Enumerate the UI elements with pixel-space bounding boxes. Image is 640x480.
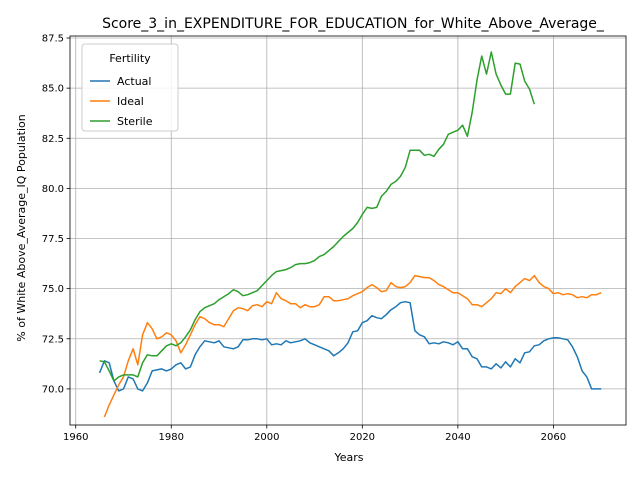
y-tick-label: 80.0 <box>42 184 64 195</box>
series-line-actual <box>98 300 602 392</box>
series-line-ideal <box>103 274 602 418</box>
plot-area-frame <box>69 35 627 426</box>
x-tick-label: 2000 <box>254 432 279 443</box>
legend-label-sterile: Sterile <box>117 115 153 128</box>
x-tick-label: 1960 <box>63 432 88 443</box>
legend-box <box>81 43 179 132</box>
y-tick-label: 72.5 <box>42 334 64 345</box>
y-tick-label: 85.0 <box>42 84 64 95</box>
chart-title: Score_3_in_EXPENDITURE_FOR_EDUCATION_for… <box>102 16 605 32</box>
x-axis-label: Years <box>333 451 363 464</box>
x-tick-label: 2060 <box>541 432 566 443</box>
x-tick-label: 2040 <box>445 432 470 443</box>
y-tick-label: 77.5 <box>42 234 64 245</box>
y-tick-label: 75.0 <box>42 284 64 295</box>
series-line-sterile <box>99 51 536 382</box>
y-tick-label: 82.5 <box>42 134 64 145</box>
gridlines <box>70 36 626 425</box>
y-tick-label: 87.5 <box>42 34 64 45</box>
axis-ticks: 1960 1980 2000 2020 2040 2060 70.0 72.5 75.0 77.5… <box>42 34 566 443</box>
legend-title: Fertility <box>109 52 151 65</box>
y-axis-label: % of White Above_Average_IQ Population <box>15 114 28 341</box>
legend: Fertility Actual Ideal Sterile <box>81 43 179 132</box>
x-tick-label: 2020 <box>350 432 375 443</box>
series-lines <box>98 51 602 418</box>
x-tick-label: 1980 <box>159 432 184 443</box>
legend-entries: Actual Ideal Sterile <box>90 75 153 128</box>
legend-label-actual: Actual <box>117 75 151 88</box>
y-tick-label: 70.0 <box>42 384 64 395</box>
legend-label-ideal: Ideal <box>117 95 144 108</box>
